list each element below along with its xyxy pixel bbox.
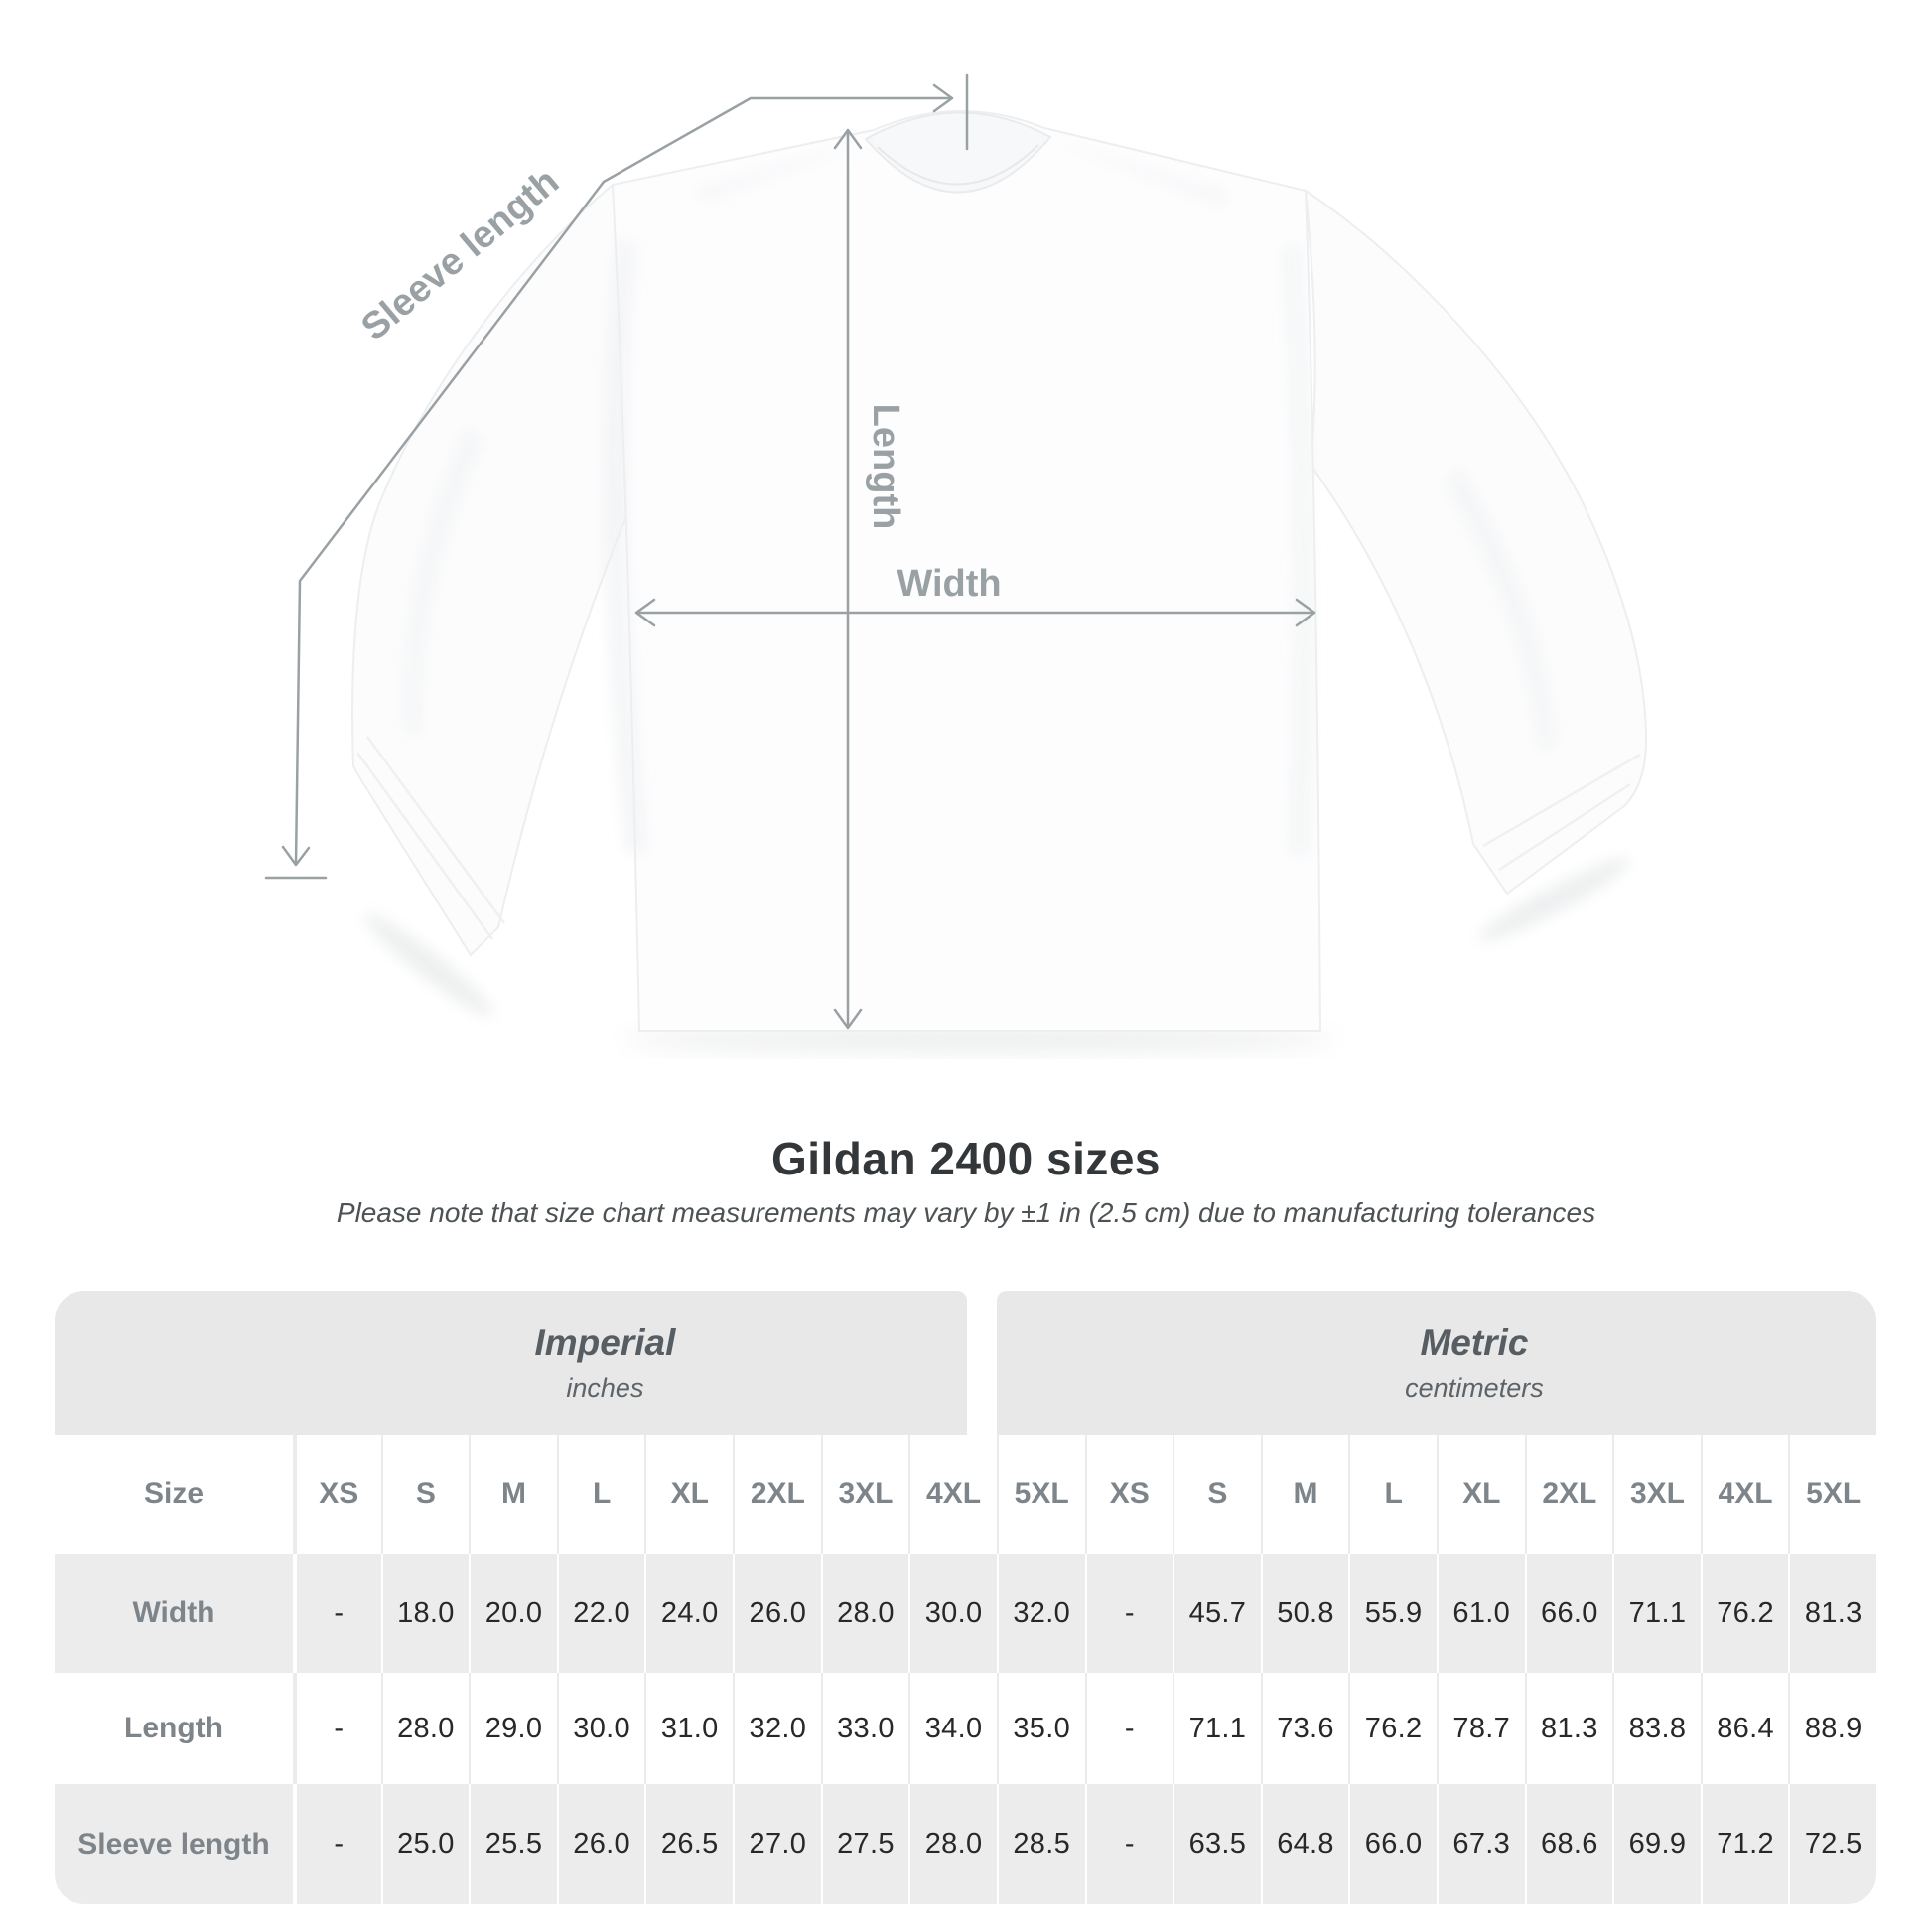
right-cuff-seam (1482, 753, 1641, 872)
cell-sleeve-length-metric-4xl: 71.2 (1700, 1784, 1789, 1904)
cell-sleeve-length-imperial-4xl: 28.0 (908, 1784, 997, 1904)
size-col-imperial-4xl: 4XL (908, 1435, 997, 1554)
cell-width-metric-5xl: 81.3 (1788, 1554, 1876, 1673)
cell-sleeve-length-metric-xs: - (1084, 1784, 1173, 1904)
cell-width-imperial-xl: 24.0 (644, 1554, 734, 1673)
cell-sleeve-length-imperial-s: 25.0 (380, 1784, 470, 1904)
cell-sleeve-length-imperial-xl: 26.5 (644, 1784, 734, 1904)
cell-width-imperial-5xl: 32.0 (996, 1554, 1085, 1673)
length-arrow (833, 128, 863, 1030)
cell-sleeve-length-metric-2xl: 68.6 (1524, 1784, 1613, 1904)
cell-width-metric-l: 55.9 (1348, 1554, 1437, 1673)
unit-group-metric-unit: centimeters (1405, 1372, 1544, 1403)
cell-length-metric-xs: - (1084, 1673, 1173, 1784)
size-table: Imperial inches Metric centimeters Size X… (55, 1291, 1876, 1904)
shirt-measurement-diagram: Sleeve length Length Width (264, 73, 1648, 1050)
cell-sleeve-length-metric-xl: 67.3 (1436, 1784, 1525, 1904)
cell-length-imperial-xl: 31.0 (644, 1673, 734, 1784)
cell-width-metric-m: 50.8 (1260, 1554, 1349, 1673)
size-col-metric-m: M (1260, 1435, 1349, 1554)
cell-length-imperial-3xl: 33.0 (820, 1673, 909, 1784)
size-col-metric-5xl: 5XL (1788, 1435, 1876, 1554)
cell-length-metric-xl: 78.7 (1436, 1673, 1525, 1784)
collar-rib-line (877, 144, 1039, 186)
cell-width-imperial-m: 20.0 (469, 1554, 557, 1673)
cell-sleeve-length-imperial-xs: - (293, 1784, 381, 1904)
cell-length-imperial-4xl: 34.0 (908, 1673, 997, 1784)
cell-sleeve-length-imperial-3xl: 27.5 (820, 1784, 909, 1904)
cell-width-metric-xs: - (1084, 1554, 1173, 1673)
row-label-sleeve-length: Sleeve length (55, 1784, 293, 1904)
cell-width-metric-s: 45.7 (1173, 1554, 1261, 1673)
cell-width-metric-3xl: 71.1 (1612, 1554, 1701, 1673)
cell-length-metric-5xl: 88.9 (1788, 1673, 1876, 1784)
size-col-imperial-s: S (380, 1435, 470, 1554)
row-label-width: Width (55, 1554, 293, 1673)
size-col-imperial-xl: XL (644, 1435, 734, 1554)
unit-group-metric-name: Metric (1420, 1321, 1529, 1363)
cell-width-imperial-s: 18.0 (380, 1554, 470, 1673)
shirt-shadow (363, 858, 1631, 1050)
size-col-metric-xl: XL (1436, 1435, 1525, 1554)
cell-length-metric-m: 73.6 (1260, 1673, 1349, 1784)
cell-sleeve-length-imperial-5xl: 28.5 (996, 1784, 1085, 1904)
cell-sleeve-length-metric-3xl: 69.9 (1612, 1784, 1701, 1904)
cell-width-imperial-l: 22.0 (556, 1554, 645, 1673)
cell-length-imperial-m: 29.0 (469, 1673, 557, 1784)
cell-length-imperial-xs: - (293, 1673, 381, 1784)
size-col-imperial-5xl: 5XL (996, 1435, 1085, 1554)
cell-width-imperial-4xl: 30.0 (908, 1554, 997, 1673)
cell-length-imperial-2xl: 32.0 (733, 1673, 821, 1784)
size-col-imperial-xs: XS (293, 1435, 381, 1554)
fabric-shading (405, 137, 1555, 856)
cell-length-metric-s: 71.1 (1173, 1673, 1261, 1784)
size-col-metric-l: L (1348, 1435, 1437, 1554)
cell-sleeve-length-metric-s: 63.5 (1173, 1784, 1261, 1904)
cell-width-metric-xl: 61.0 (1436, 1554, 1525, 1673)
cell-sleeve-length-imperial-2xl: 27.0 (733, 1784, 821, 1904)
cell-length-metric-2xl: 81.3 (1524, 1673, 1613, 1784)
unit-group-imperial: Imperial inches (55, 1291, 967, 1435)
cell-sleeve-length-metric-m: 64.8 (1260, 1784, 1349, 1904)
cell-width-metric-2xl: 66.0 (1524, 1554, 1613, 1673)
cell-length-imperial-5xl: 35.0 (996, 1673, 1085, 1784)
size-col-metric-3xl: 3XL (1612, 1435, 1701, 1554)
width-arrow (634, 598, 1316, 627)
unit-group-imperial-unit: inches (566, 1372, 644, 1403)
right-sleeve (1304, 189, 1648, 896)
size-col-metric-xs: XS (1084, 1435, 1173, 1554)
cell-sleeve-length-imperial-l: 26.0 (556, 1784, 645, 1904)
size-col-imperial-2xl: 2XL (733, 1435, 821, 1554)
size-col-imperial-l: L (556, 1435, 645, 1554)
cell-length-imperial-l: 30.0 (556, 1673, 645, 1784)
measurement-lines (264, 73, 1316, 1030)
cell-width-imperial-xs: - (293, 1554, 381, 1673)
row-label-length: Length (55, 1673, 293, 1784)
cell-width-imperial-3xl: 28.0 (820, 1554, 909, 1673)
length-label: Length (865, 404, 906, 530)
page-subtitle: Please note that size chart measurements… (336, 1197, 1596, 1228)
width-label: Width (897, 563, 1001, 605)
size-col-metric-2xl: 2XL (1524, 1435, 1613, 1554)
cell-length-metric-3xl: 83.8 (1612, 1673, 1701, 1784)
size-col-imperial-m: M (469, 1435, 557, 1554)
size-col-imperial-3xl: 3XL (820, 1435, 909, 1554)
shirt-illustration (351, 110, 1648, 1032)
sleeve-length-arrow (264, 73, 969, 880)
cell-sleeve-length-metric-5xl: 72.5 (1788, 1784, 1876, 1904)
size-col-metric-4xl: 4XL (1700, 1435, 1789, 1554)
size-col-metric-s: S (1173, 1435, 1261, 1554)
cell-width-metric-4xl: 76.2 (1700, 1554, 1789, 1673)
cell-sleeve-length-imperial-m: 25.5 (469, 1784, 557, 1904)
left-cuff-seam (355, 736, 506, 940)
cell-length-metric-l: 76.2 (1348, 1673, 1437, 1784)
unit-group-metric: Metric centimeters (996, 1291, 1876, 1435)
cell-length-metric-4xl: 86.4 (1700, 1673, 1789, 1784)
page-title: Gildan 2400 sizes (770, 1133, 1162, 1184)
unit-group-imperial-name: Imperial (534, 1321, 676, 1363)
cell-width-imperial-2xl: 26.0 (733, 1554, 821, 1673)
size-row-label: Size (55, 1435, 293, 1554)
cell-length-imperial-s: 28.0 (380, 1673, 470, 1784)
cell-sleeve-length-metric-l: 66.0 (1348, 1784, 1437, 1904)
